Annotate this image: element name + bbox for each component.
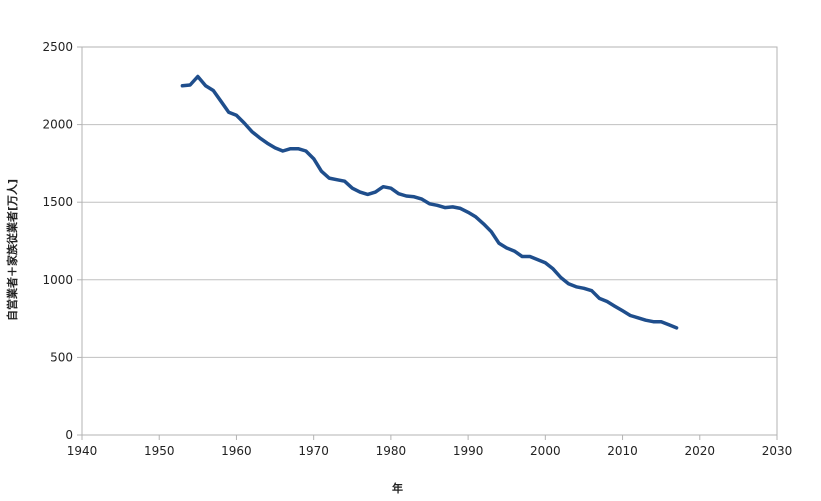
data-point bbox=[644, 319, 647, 322]
axis-ticks: 0 500 1000 1500 2000 2500 1940 1950 1960 1970 1980… bbox=[42, 40, 792, 458]
data-point bbox=[629, 314, 632, 317]
data-point bbox=[490, 230, 493, 233]
data-point bbox=[636, 316, 640, 319]
plot-area-frame bbox=[81, 46, 778, 436]
data-point bbox=[497, 242, 501, 245]
data-point bbox=[405, 194, 408, 198]
data-point bbox=[181, 84, 184, 88]
data-point bbox=[590, 289, 593, 292]
y-tick-label: 0 bbox=[65, 428, 73, 442]
data-point bbox=[466, 211, 470, 214]
data-point bbox=[551, 267, 555, 271]
data-point bbox=[204, 84, 207, 88]
x-tick-label: 2020 bbox=[685, 444, 716, 458]
data-point bbox=[297, 147, 300, 150]
data-point bbox=[613, 305, 616, 308]
y-tick-label: 2000 bbox=[42, 118, 73, 132]
data-point bbox=[335, 178, 338, 181]
data-point bbox=[389, 187, 393, 190]
data-point bbox=[420, 197, 423, 201]
data-point bbox=[343, 180, 346, 183]
x-axis-title: 年 bbox=[392, 481, 403, 495]
data-point bbox=[482, 222, 485, 226]
x-tick-label: 1980 bbox=[376, 444, 407, 458]
data-point bbox=[451, 205, 454, 209]
y-tick-label: 1500 bbox=[42, 195, 73, 209]
x-tick-label: 1940 bbox=[67, 444, 98, 458]
data-point bbox=[374, 190, 377, 194]
data-point bbox=[358, 190, 362, 194]
data-point bbox=[412, 195, 416, 198]
x-tick-label: 1950 bbox=[144, 444, 175, 458]
data-point bbox=[675, 326, 678, 330]
data-point bbox=[559, 276, 562, 279]
data-point bbox=[428, 202, 431, 205]
data-point bbox=[605, 300, 609, 303]
data-point bbox=[235, 114, 238, 117]
x-tick-label: 2030 bbox=[762, 444, 793, 458]
data-point bbox=[582, 287, 586, 290]
data-point bbox=[258, 136, 261, 139]
data-point bbox=[188, 83, 192, 87]
y-axis-title: 自営業者＋家族従業者[万人] bbox=[5, 179, 19, 321]
data-point bbox=[351, 187, 354, 190]
data-point bbox=[289, 147, 292, 150]
data-point bbox=[227, 111, 230, 114]
data-point bbox=[474, 215, 477, 219]
data-point bbox=[436, 204, 439, 207]
data-point bbox=[273, 146, 277, 150]
data-point bbox=[243, 121, 246, 125]
gridlines bbox=[82, 46, 777, 436]
data-point bbox=[212, 89, 215, 92]
data-point bbox=[660, 320, 663, 323]
data-point bbox=[505, 246, 508, 250]
data-point bbox=[219, 100, 223, 103]
x-tick-label: 1970 bbox=[298, 444, 329, 458]
data-point bbox=[575, 285, 578, 288]
data-point bbox=[196, 75, 199, 78]
x-tick-label: 1990 bbox=[453, 444, 484, 458]
data-point bbox=[598, 297, 601, 300]
y-tick-label: 500 bbox=[50, 350, 73, 364]
data-point bbox=[281, 149, 284, 153]
series-layer bbox=[180, 74, 679, 330]
data-point bbox=[327, 176, 331, 180]
data-point bbox=[667, 323, 671, 326]
data-point bbox=[528, 255, 532, 258]
data-point bbox=[320, 170, 323, 173]
x-tick-label: 1960 bbox=[221, 444, 252, 458]
data-point bbox=[304, 149, 308, 153]
data-point bbox=[567, 282, 570, 285]
data-point bbox=[544, 261, 547, 264]
data-point bbox=[312, 157, 315, 160]
x-tick-label: 2010 bbox=[607, 444, 638, 458]
data-point bbox=[459, 207, 462, 210]
data-point bbox=[621, 309, 624, 312]
data-point bbox=[513, 249, 516, 253]
data-point bbox=[397, 192, 400, 195]
data-point bbox=[382, 185, 385, 188]
data-point bbox=[652, 320, 655, 323]
y-tick-label: 1000 bbox=[42, 273, 73, 287]
data-point bbox=[266, 142, 269, 145]
data-point bbox=[250, 130, 254, 133]
data-point bbox=[366, 193, 369, 196]
x-tick-label: 2000 bbox=[530, 444, 561, 458]
y-tick-label: 2500 bbox=[42, 40, 73, 54]
data-point bbox=[536, 258, 539, 261]
data-point bbox=[443, 206, 447, 209]
data-point bbox=[521, 255, 524, 258]
